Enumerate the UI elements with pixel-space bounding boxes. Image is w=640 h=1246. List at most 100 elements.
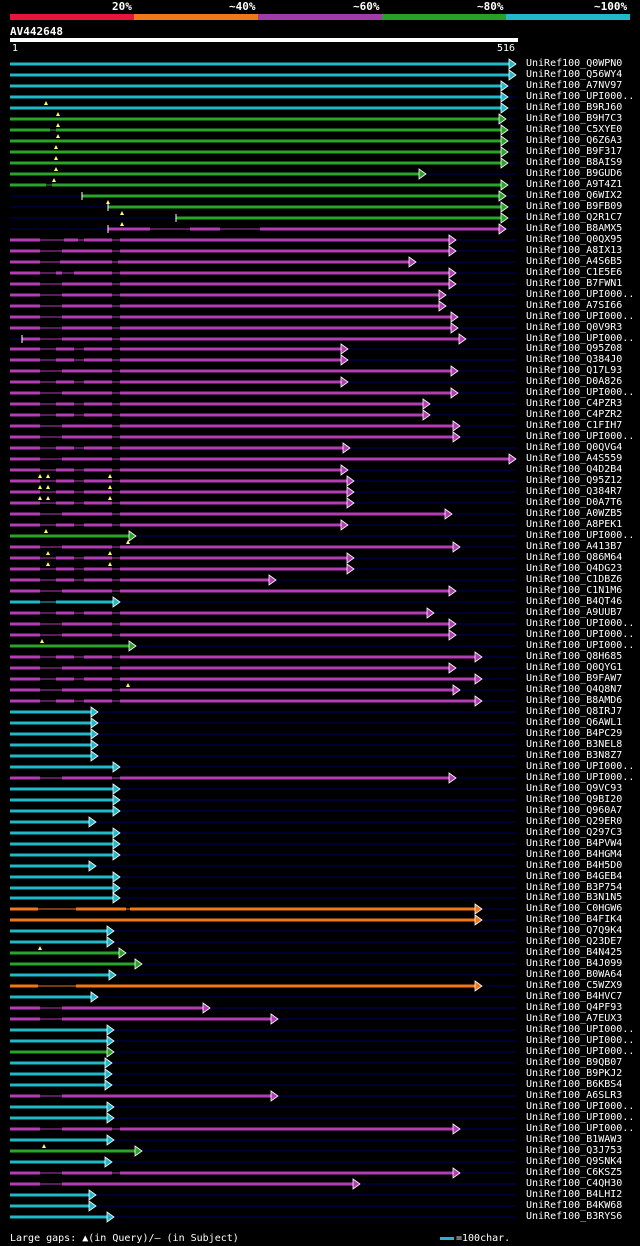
hit-bar[interactable] (10, 534, 130, 538)
hit-label[interactable]: UniRef100_UPI000.. (526, 91, 635, 102)
hit-bar[interactable] (10, 1094, 272, 1098)
hit-label[interactable]: UniRef100_UPI000.. (526, 311, 635, 322)
hit-label[interactable]: UniRef100_Q0QYG1 (526, 662, 623, 673)
hit-label[interactable]: UniRef100_Q4DG23 (526, 563, 623, 574)
hit-bar[interactable] (10, 457, 510, 461)
hit-bar[interactable] (10, 754, 92, 758)
hit-bar[interactable] (10, 776, 450, 780)
hit-bar[interactable] (10, 787, 114, 791)
hit-label[interactable]: UniRef100_B4H5D0 (526, 860, 623, 871)
hit-bar[interactable] (10, 1061, 106, 1065)
hit-label[interactable]: UniRef100_D0A7T6 (526, 497, 623, 508)
hit-bar[interactable] (10, 820, 90, 824)
hit-label[interactable]: UniRef100_B4QT46 (526, 596, 623, 607)
hit-bar[interactable] (10, 315, 452, 319)
hit-label[interactable]: UniRef100_B9H7C3 (526, 113, 623, 124)
hit-label[interactable]: UniRef100_UPI000.. (526, 618, 635, 629)
hit-bar[interactable] (10, 380, 342, 384)
hit-bar[interactable] (10, 622, 450, 626)
hit-label[interactable]: UniRef100_C4QH30 (526, 1178, 623, 1189)
hit-label[interactable]: UniRef100_UPI000.. (526, 772, 635, 783)
hit-label[interactable]: UniRef100_B1WAW3 (526, 1134, 623, 1145)
hit-bar[interactable] (10, 578, 270, 582)
hit-label[interactable]: UniRef100_C4PZR2 (526, 409, 623, 420)
hit-label[interactable]: UniRef100_A6SLR3 (526, 1090, 623, 1101)
hit-label[interactable]: UniRef100_B8AMX5 (526, 223, 623, 234)
hit-bar[interactable] (10, 1072, 106, 1076)
hit-bar[interactable] (10, 501, 348, 505)
hit-bar[interactable] (10, 688, 454, 692)
hit-bar[interactable] (10, 238, 450, 242)
hit-bar[interactable] (10, 853, 114, 857)
hit-bar[interactable] (10, 512, 446, 516)
hit-label[interactable]: UniRef100_B9PKJ2 (526, 1068, 623, 1079)
hit-bar[interactable] (10, 842, 114, 846)
hit-label[interactable]: UniRef100_A413B7 (526, 541, 623, 552)
hit-label[interactable]: UniRef100_A8PEK1 (526, 519, 623, 530)
hit-label[interactable]: UniRef100_Q4PF93 (526, 1002, 623, 1013)
hit-label[interactable]: UniRef100_Q6WIX2 (526, 190, 623, 201)
hit-bar[interactable] (10, 1017, 272, 1021)
hit-bar[interactable] (10, 1127, 454, 1131)
hit-bar[interactable] (108, 205, 502, 209)
hit-label[interactable]: UniRef100_B9F317 (526, 146, 623, 157)
hit-label[interactable]: UniRef100_A7NV97 (526, 80, 623, 91)
hit-label[interactable]: UniRef100_Q17L93 (526, 365, 623, 376)
hit-label[interactable]: UniRef100_Q297C3 (526, 827, 623, 838)
hit-label[interactable]: UniRef100_Q9VC93 (526, 783, 623, 794)
hit-bar[interactable] (10, 907, 476, 911)
hit-bar[interactable] (10, 62, 510, 66)
hit-label[interactable]: UniRef100_C1DBZ6 (526, 574, 623, 585)
hit-label[interactable]: UniRef100_B9FAW7 (526, 673, 623, 684)
hit-label[interactable]: UniRef100_B4FIK4 (526, 914, 623, 925)
hit-label[interactable]: UniRef100_Q384R7 (526, 486, 623, 497)
hit-bar[interactable] (10, 128, 502, 132)
hit-label[interactable]: UniRef100_B8AMD6 (526, 695, 623, 706)
hit-bar[interactable] (10, 1138, 108, 1142)
hit-label[interactable]: UniRef100_A7EUX3 (526, 1013, 623, 1024)
hit-bar[interactable] (10, 1105, 108, 1109)
hit-bar[interactable] (10, 1182, 354, 1186)
hit-bar[interactable] (10, 896, 114, 900)
hit-label[interactable]: UniRef100_Q8H685 (526, 651, 623, 662)
hit-label[interactable]: UniRef100_B3N1N5 (526, 892, 623, 903)
hit-label[interactable]: UniRef100_B3P754 (526, 882, 623, 893)
hit-label[interactable]: UniRef100_B3N8Z7 (526, 750, 623, 761)
hit-bar[interactable] (10, 655, 476, 659)
hit-bar[interactable] (10, 765, 114, 769)
hit-bar[interactable] (10, 73, 510, 77)
hit-label[interactable]: UniRef100_Q960A7 (526, 805, 623, 816)
hit-label[interactable]: UniRef100_Q0QVG4 (526, 442, 623, 453)
hit-label[interactable]: UniRef100_C5WZX9 (526, 980, 623, 991)
hit-label[interactable]: UniRef100_C0HGW6 (526, 903, 623, 914)
hit-label[interactable]: UniRef100_A9T4Z1 (526, 179, 623, 190)
hit-label[interactable]: UniRef100_UPI000.. (526, 1024, 635, 1035)
hit-label[interactable]: UniRef100_B9FB09 (526, 201, 623, 212)
hit-label[interactable]: UniRef100_Q3J753 (526, 1145, 623, 1156)
hit-label[interactable]: UniRef100_B4HGM4 (526, 849, 623, 860)
hit-label[interactable]: UniRef100_UPI000.. (526, 431, 635, 442)
hit-label[interactable]: UniRef100_B4GEB4 (526, 871, 623, 882)
hit-bar[interactable] (10, 1039, 108, 1043)
hit-bar[interactable] (10, 282, 450, 286)
hit-bar[interactable] (10, 567, 348, 571)
hit-bar[interactable] (10, 743, 92, 747)
hit-bar[interactable] (10, 304, 440, 308)
hit-bar[interactable] (10, 424, 454, 428)
hit-bar[interactable] (10, 644, 130, 648)
hit-label[interactable]: UniRef100_B9GUD6 (526, 168, 623, 179)
hit-bar[interactable] (22, 337, 460, 341)
hit-label[interactable]: UniRef100_C6KSZ5 (526, 1167, 623, 1178)
hit-label[interactable]: UniRef100_Q0V9R3 (526, 322, 623, 333)
hit-label[interactable]: UniRef100_Q6Z6A3 (526, 135, 623, 146)
hit-label[interactable]: UniRef100_UPI000.. (526, 333, 635, 344)
hit-label[interactable]: UniRef100_Q6AWL1 (526, 717, 623, 728)
hit-label[interactable]: UniRef100_B3RYS6 (526, 1211, 623, 1222)
hit-label[interactable]: UniRef100_A9UUB7 (526, 607, 623, 618)
hit-label[interactable]: UniRef100_A4S6B5 (526, 256, 623, 267)
hit-bar[interactable] (10, 369, 452, 373)
hit-bar[interactable] (176, 216, 502, 220)
hit-label[interactable]: UniRef100_B4PVW4 (526, 838, 623, 849)
hit-bar[interactable] (10, 435, 454, 439)
hit-label[interactable]: UniRef100_B6KBS4 (526, 1079, 623, 1090)
